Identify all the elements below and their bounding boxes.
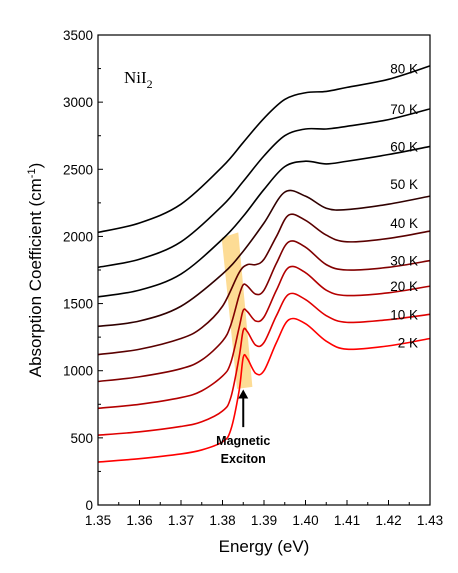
series-labels: 2 K 10 K 20 K 30 K 40 K 50 K 60 K 70 K 80 K [390, 62, 418, 351]
y-tick-label-6: 3000 [63, 95, 93, 110]
series-line-4 [97, 213, 431, 356]
series-line-6 [97, 145, 431, 298]
x-tick-label-0: 1.35 [85, 513, 111, 528]
series-label-5: 50 K [390, 177, 418, 192]
series-label-4: 40 K [390, 216, 418, 231]
x-tick-label-2: 1.37 [168, 513, 194, 528]
series-label-7: 70 K [390, 102, 418, 117]
series-line-2 [97, 265, 431, 410]
series-line-5 [97, 189, 431, 328]
exciton-arrow-head [238, 389, 249, 399]
x-tick-label-4: 1.39 [251, 513, 277, 528]
y-tick-label-1: 500 [70, 431, 93, 446]
annotation-line-1: Magnetic [216, 434, 270, 448]
annotation-line-2: Exciton [221, 452, 266, 466]
y-tick-label-3: 1500 [63, 297, 93, 312]
y-tick-label-7: 3500 [63, 28, 93, 43]
compound-base: NiI [124, 68, 147, 87]
y-axis-title-superscript: -1 [26, 168, 38, 178]
series-label-2: 20 K [390, 279, 418, 294]
exciton-highlight-band [221, 232, 253, 389]
compound-subscript: 2 [147, 77, 153, 91]
y-tick-label-2: 1000 [63, 364, 93, 379]
x-tick-label-1: 1.36 [126, 513, 152, 528]
x-axis-title: Energy (eV) [219, 537, 310, 556]
y-axis-title: Absorption Coefficient (cm-1) [26, 163, 45, 378]
x-tick-label-3: 1.38 [209, 513, 235, 528]
series-line-1 [97, 292, 431, 436]
y-axis-title-close: ) [26, 163, 45, 169]
y-tick-label-5: 2500 [63, 162, 93, 177]
series-line-3 [97, 240, 431, 383]
x-tick-label-8: 1.43 [417, 513, 443, 528]
series-label-8: 80 K [390, 62, 418, 77]
series-label-1: 10 K [390, 307, 418, 322]
x-tick-label-6: 1.41 [334, 513, 360, 528]
series-layer [97, 65, 431, 463]
y-tick-label-4: 2000 [63, 229, 93, 244]
x-axis-ticks: 1.35 1.36 1.37 1.38 1.39 1.40 1.41 1.42 1.43 [85, 500, 443, 528]
series-label-3: 30 K [390, 254, 418, 269]
series-line-7 [97, 108, 431, 269]
series-line-8 [97, 65, 431, 234]
series-label-6: 60 K [390, 139, 418, 154]
compound-label: NiI2 [124, 68, 153, 91]
y-axis-ticks: 0 500 1000 1500 2000 2500 3000 3500 [63, 28, 103, 513]
x-tick-label-5: 1.40 [292, 513, 318, 528]
series-label-0: 2 K [398, 336, 418, 351]
y-axis-title-main: Absorption Coefficient (cm [26, 178, 45, 377]
series-line-0 [97, 317, 431, 463]
x-tick-label-7: 1.42 [375, 513, 401, 528]
y-tick-label-0: 0 [85, 498, 93, 513]
